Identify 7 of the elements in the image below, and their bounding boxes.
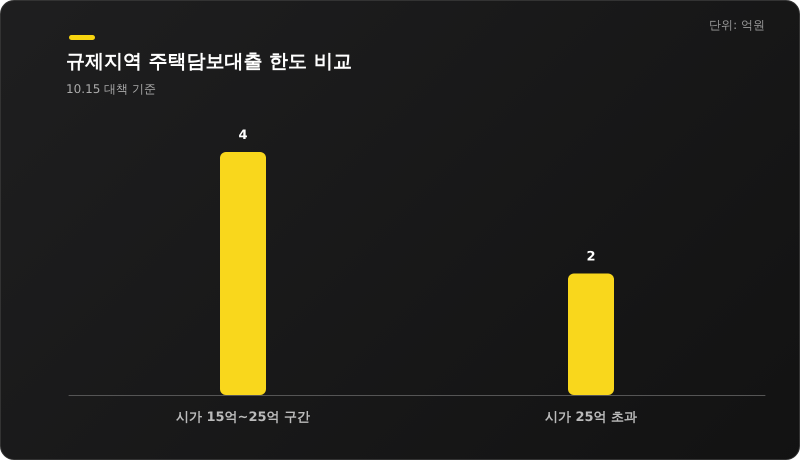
chart-subtitle: 10.15 대책 기준 (66, 82, 156, 96)
chart-title: 규제지역 주택담보대출 한도 비교 (66, 50, 352, 72)
data-label: 2 (586, 250, 596, 264)
data-label: 4 (238, 128, 248, 143)
text: 단위: 억원 (709, 18, 765, 32)
x-tick-label: 시가 15억~25억 구간 (176, 410, 310, 425)
x-tick-label: 시가 25억 초과 (544, 410, 638, 425)
